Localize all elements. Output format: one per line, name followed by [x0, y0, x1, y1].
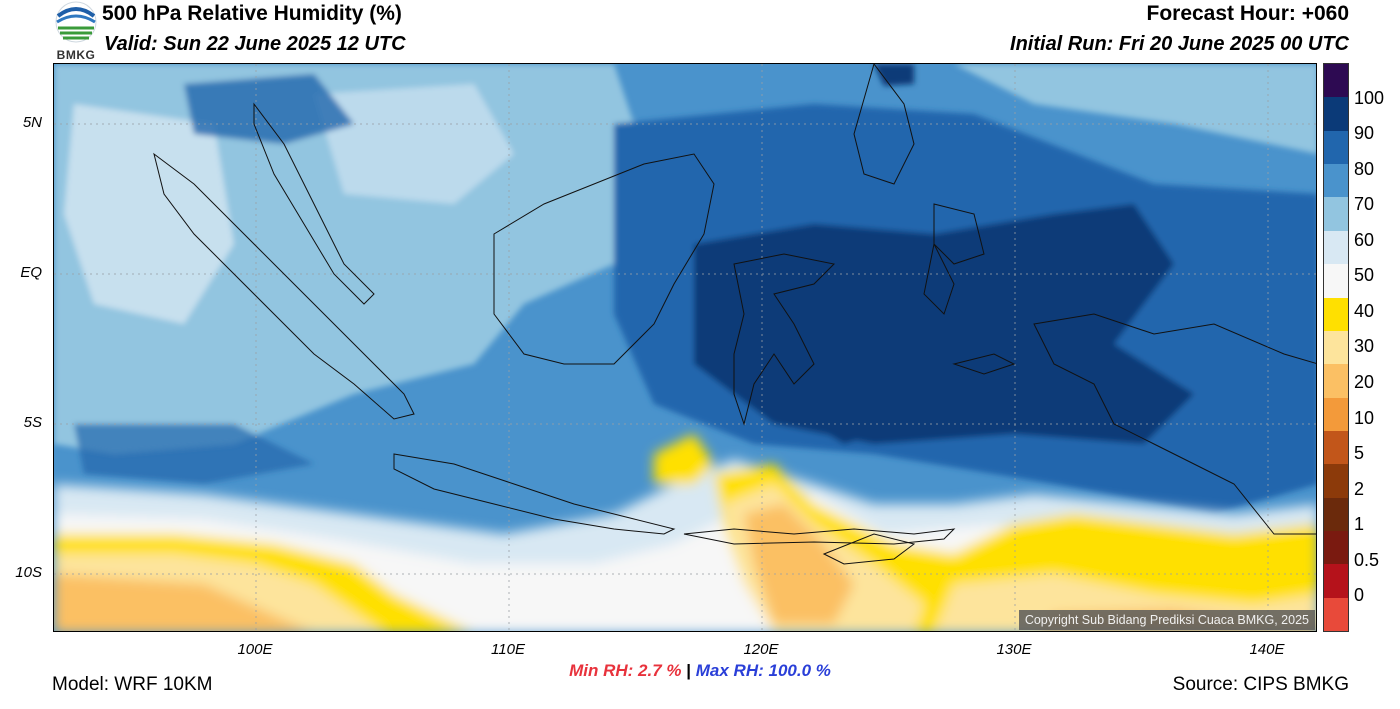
max-rh-label: Max RH: — [695, 661, 764, 680]
forecast-hour: Forecast Hour: +060 — [1146, 2, 1350, 25]
humidity-colorbar — [1323, 63, 1349, 632]
lon-label-100e: 100E — [237, 641, 273, 658]
coastlines — [153, 64, 1316, 565]
humidity-field — [54, 64, 1316, 631]
colorbar-segment — [1324, 497, 1348, 532]
model-name: Model: WRF 10KM — [52, 674, 213, 695]
valid-time: Valid: Sun 22 June 2025 12 UTC — [104, 33, 406, 55]
colorbar-label: 60 — [1354, 230, 1375, 250]
colorbar-segment — [1324, 130, 1348, 165]
colorbar-label: 50 — [1354, 265, 1375, 285]
lon-label-130e: 130E — [996, 641, 1032, 658]
lat-label-eq: EQ — [20, 264, 42, 281]
colorbar-label: 0 — [1354, 585, 1365, 605]
colorbar-label: 10 — [1354, 408, 1375, 428]
humidity-map: Copyright Sub Bidang Prediksi Cuaca BMKG… — [53, 63, 1317, 632]
rh-stats: Min RH: 2.7 % | Max RH: 100.0 % — [0, 661, 1400, 681]
lon-label-140e: 140E — [1249, 641, 1285, 658]
colorbar-label: 1 — [1354, 514, 1365, 534]
stats-separator: | — [686, 661, 692, 680]
lat-label-5s: 5S — [23, 414, 42, 431]
copyright-notice: Copyright Sub Bidang Prediksi Cuaca BMKG… — [1018, 610, 1315, 630]
colorbar-segment — [1324, 330, 1348, 365]
map-title: 500 hPa Relative Humidity (%) — [102, 2, 402, 25]
colorbar-segment — [1324, 430, 1348, 465]
max-rh-value: 100.0 % — [768, 661, 831, 680]
colorbar-segment — [1324, 230, 1348, 265]
lon-label-120e: 120E — [743, 641, 779, 658]
min-rh-value: 2.7 % — [638, 661, 682, 680]
initial-run: Initial Run: Fri 20 June 2025 00 UTC — [1010, 33, 1349, 55]
bmkg-logo: BMKG — [52, 0, 100, 62]
colorbar-label: 20 — [1354, 372, 1375, 392]
lat-label-5n: 5N — [22, 114, 42, 131]
colorbar-label: 70 — [1354, 194, 1375, 214]
colorbar-segment — [1324, 364, 1348, 398]
lon-label-110e: 110E — [491, 641, 525, 658]
colorbar-label: 80 — [1354, 159, 1375, 179]
colorbar-segment — [1324, 597, 1348, 632]
colorbar-segment — [1324, 64, 1348, 98]
logo-text: BMKG — [56, 48, 96, 62]
colorbar-segment — [1324, 564, 1348, 598]
colorbar-segment — [1324, 197, 1348, 231]
colorbar-segment — [1324, 464, 1348, 498]
colorbar-label: 2 — [1354, 479, 1365, 499]
lat-label-10s: 10S — [15, 564, 42, 581]
data-source: Source: CIPS BMKG — [1172, 674, 1349, 695]
colorbar-label: 5 — [1354, 443, 1365, 463]
colorbar-segment — [1324, 531, 1348, 565]
colorbar-segment — [1324, 97, 1348, 131]
colorbar-label: 90 — [1354, 123, 1375, 143]
colorbar-segment — [1324, 397, 1348, 431]
bmkg-logo-icon — [55, 1, 97, 43]
colorbar-label: 40 — [1354, 301, 1375, 321]
colorbar-segment — [1324, 297, 1348, 331]
colorbar-label: 0.5 — [1354, 550, 1380, 570]
colorbar-label: 100 — [1354, 88, 1385, 108]
colorbar-label: 30 — [1354, 336, 1375, 356]
colorbar-segment — [1324, 264, 1348, 298]
colorbar-segment — [1324, 164, 1348, 198]
min-rh-label: Min RH: — [569, 661, 634, 680]
